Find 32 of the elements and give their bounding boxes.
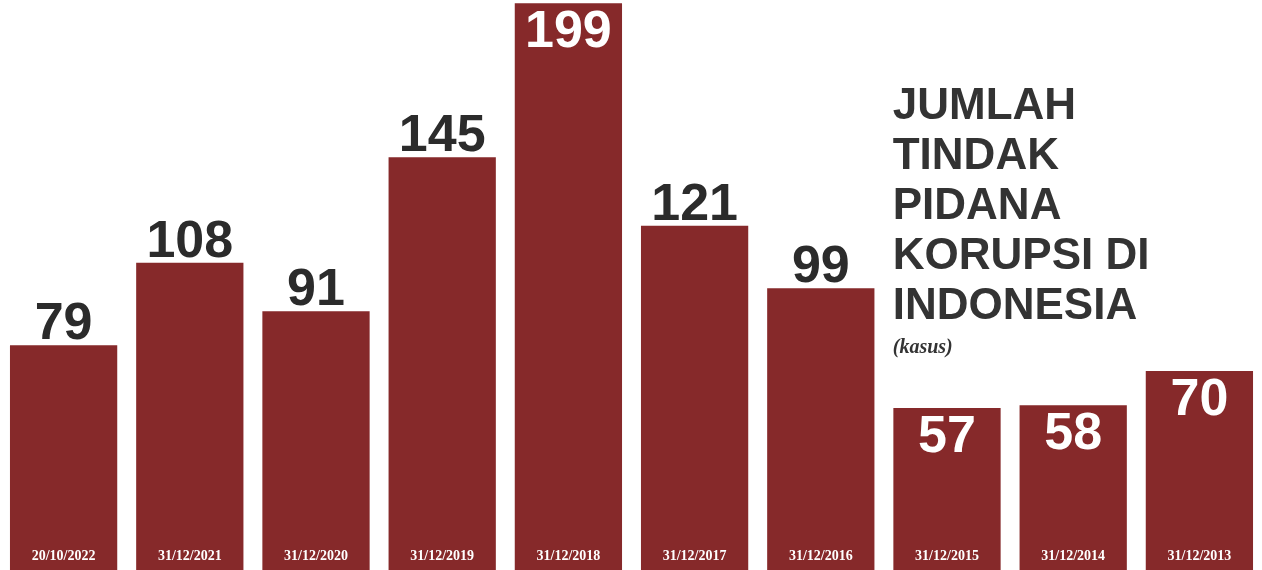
x-tick-label: 31/12/2013: [1167, 547, 1232, 563]
bar: [136, 262, 244, 570]
bar: [262, 311, 370, 570]
bar: [767, 288, 875, 570]
data-label: 121: [651, 172, 738, 231]
x-tick-label: 31/12/2016: [788, 547, 853, 563]
data-label: 91: [287, 258, 345, 317]
data-label: 57: [918, 405, 976, 464]
x-tick-label: 31/12/2021: [157, 547, 222, 563]
bar: [9, 345, 118, 570]
data-label: 199: [525, 0, 612, 59]
x-tick-label: 20/10/2022: [31, 547, 96, 563]
bar: [514, 3, 623, 570]
data-label: 145: [398, 104, 486, 163]
data-label: 58: [1044, 402, 1103, 461]
data-label: 79: [34, 292, 93, 351]
bar: [388, 157, 496, 570]
x-tick-label: 31/12/2015: [915, 547, 979, 563]
x-tick-label: 31/12/2017: [662, 547, 727, 563]
bar: [1145, 371, 1254, 570]
text: (kasus): [892, 334, 953, 358]
data-label: 99: [791, 235, 850, 294]
x-tick-label: 31/12/2019: [410, 547, 475, 563]
bar: [640, 225, 749, 570]
bar: [1019, 405, 1127, 570]
text: JUMLAH TINDAK PIDANA KORUPSI DI INDONESIA: [892, 78, 1150, 328]
x-tick-label: 31/12/2020: [284, 547, 348, 563]
data-label: 70: [1170, 368, 1229, 426]
data-label: 108: [146, 209, 234, 268]
x-tick-label: 31/12/2018: [536, 547, 601, 563]
x-tick-label: 31/12/2014: [1041, 547, 1106, 563]
bar: [893, 408, 1001, 570]
